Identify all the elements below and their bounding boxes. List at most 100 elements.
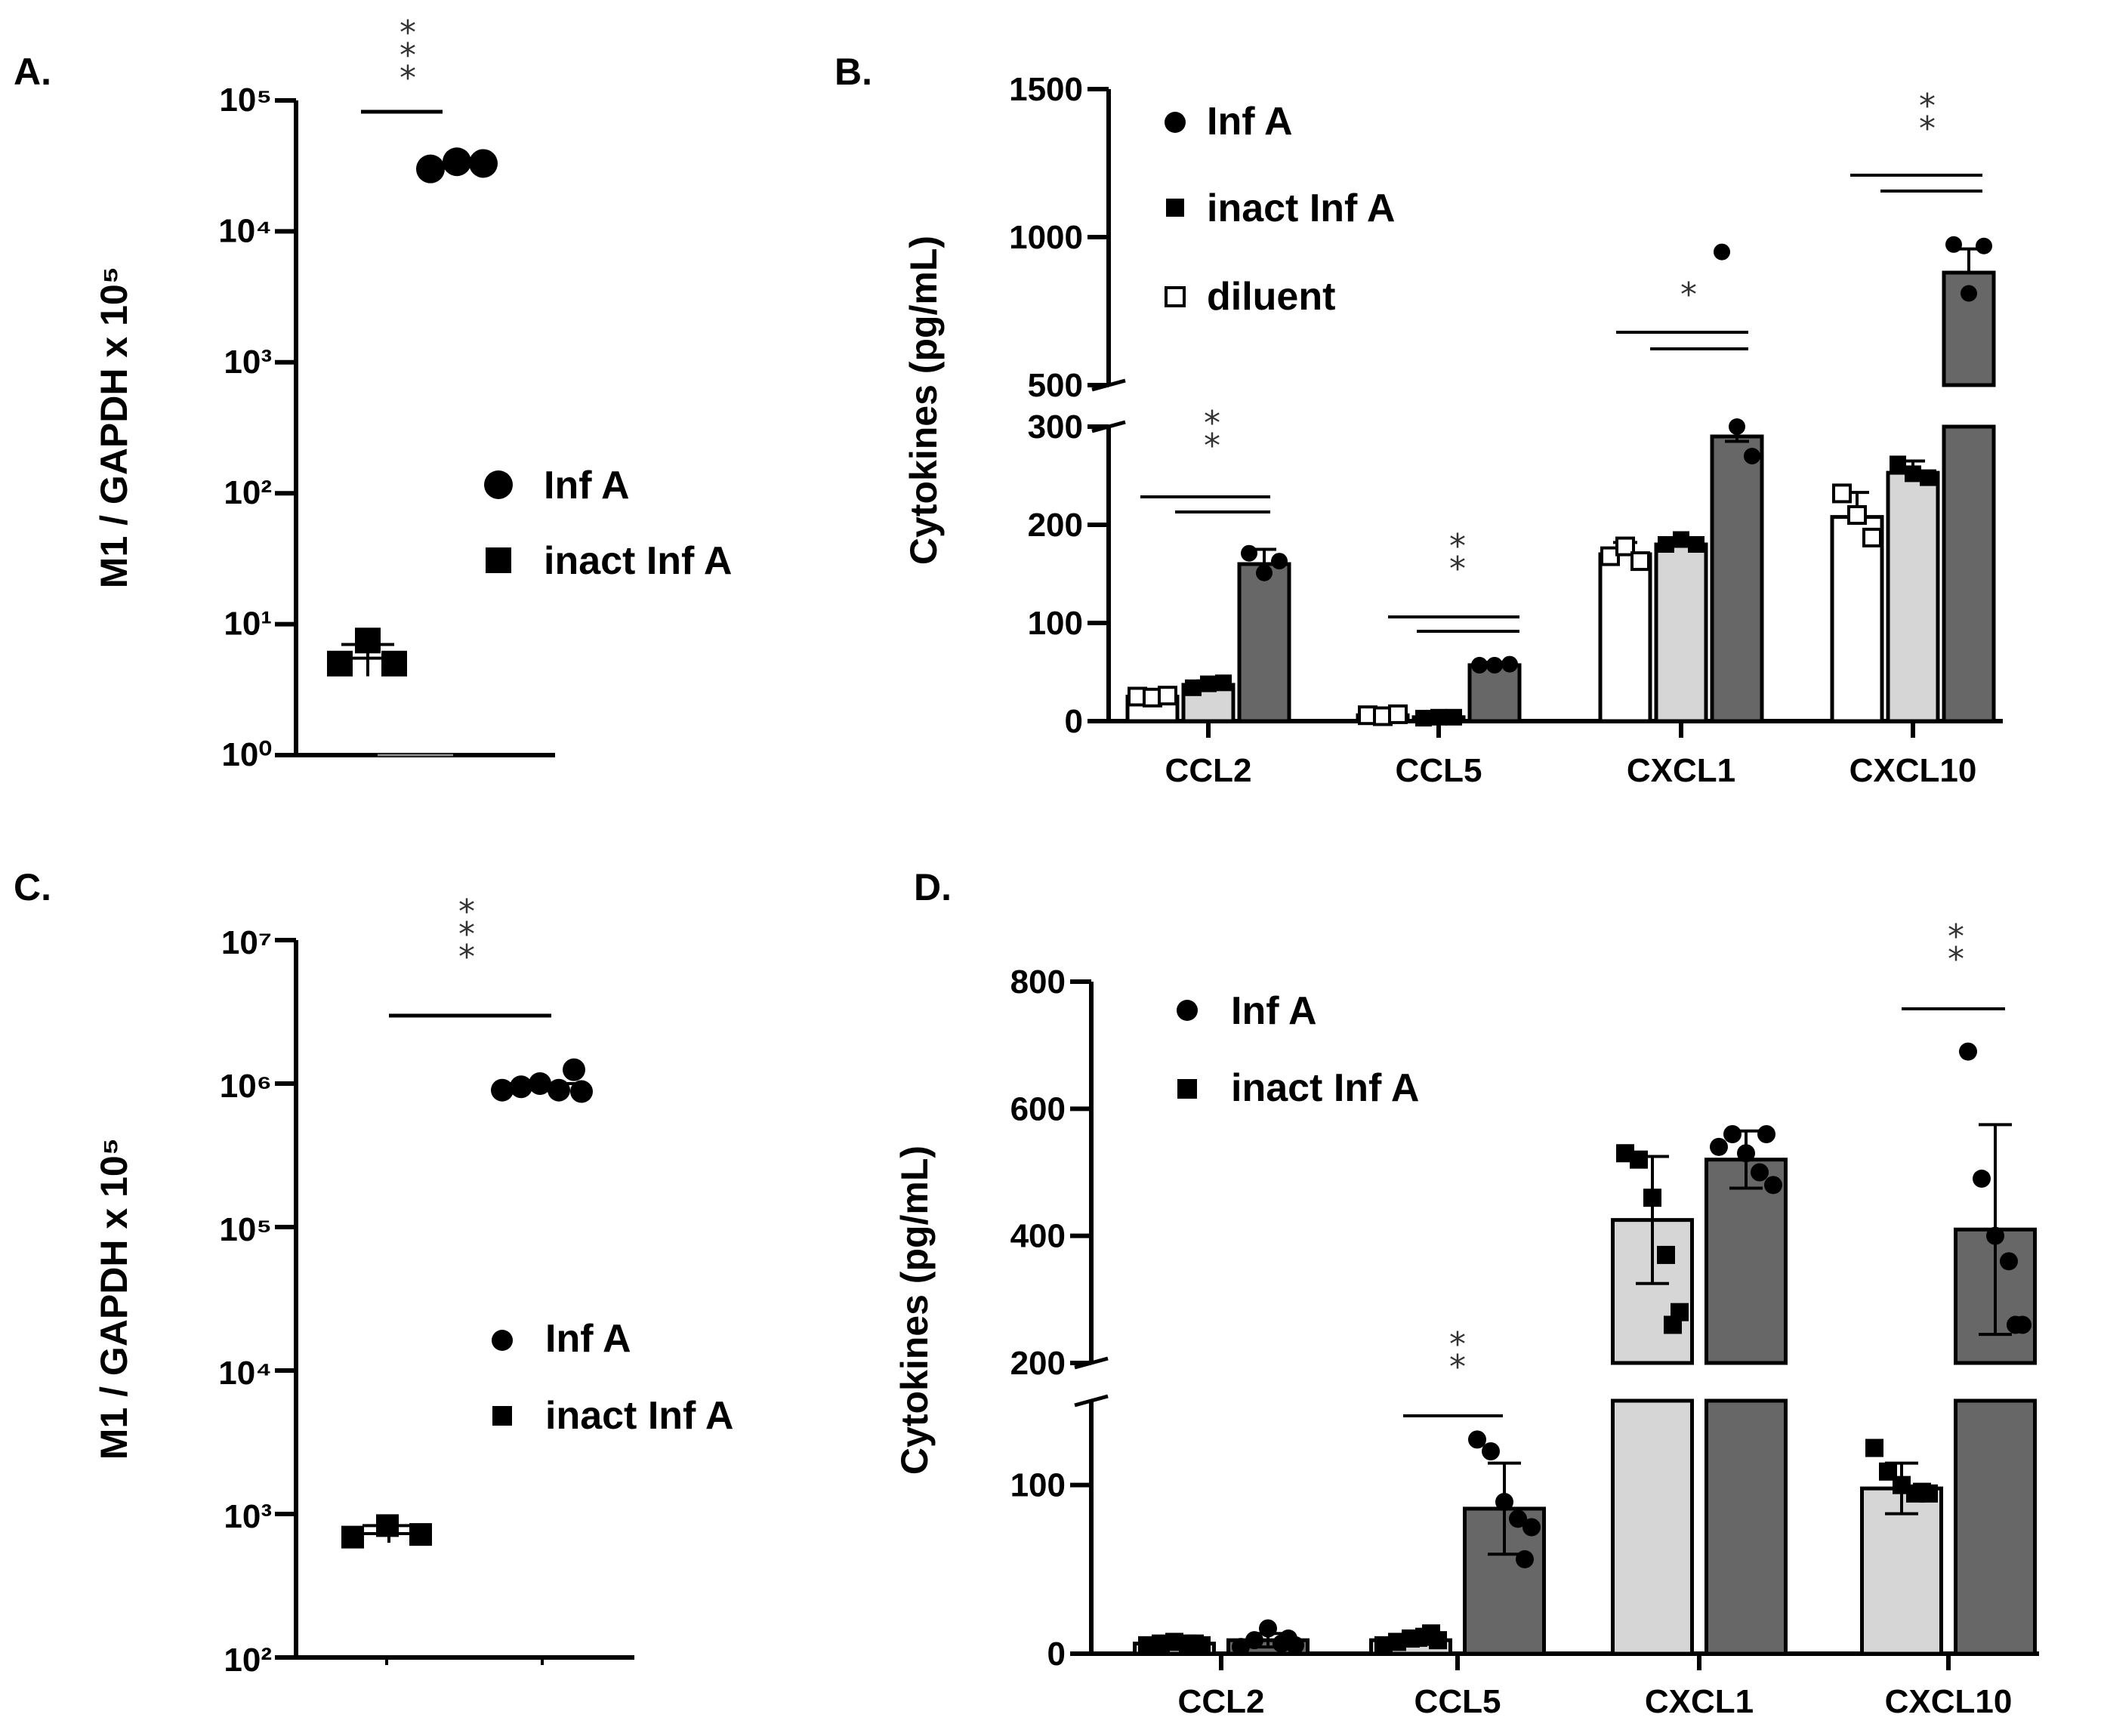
panel-d-y-tick-label: 600	[1010, 1090, 1066, 1127]
panel-d-y-tick-label: 0	[1047, 1636, 1066, 1673]
panel-b-point	[1744, 448, 1760, 464]
panel-c-significance-star: *	[458, 893, 475, 931]
panel-c-point-inf-a	[563, 1058, 585, 1081]
panel-b-point	[1158, 686, 1177, 706]
panel-b-point	[1847, 505, 1867, 525]
panel-c-point-inact-inf-a	[341, 1525, 364, 1549]
panel-c-point-inf-a	[570, 1080, 593, 1103]
panel-b-legend-label-inact-inf-a: inact Inf A	[1207, 187, 1395, 230]
panel-d-legend-label-inf-a: Inf A	[1231, 989, 1317, 1033]
panel-b-point	[1714, 243, 1730, 261]
panel-d-legend-marker-inf-a	[1177, 1000, 1198, 1021]
panel-d-point	[1516, 1549, 1534, 1568]
panel-b-significance-star: *	[1449, 550, 1466, 588]
panel-b-bar	[1237, 562, 1291, 723]
panel-d-category-label: CCL2	[1178, 1683, 1265, 1720]
panel-b-significance-star: *	[1919, 109, 1936, 148]
panel-d-point	[1245, 1631, 1263, 1650]
panel-d-point	[1757, 1125, 1775, 1143]
panel-c-y-axis-title: M1 / GAPDH x 10⁵	[93, 1138, 135, 1460]
panel-a-y-tick-label: 10¹	[224, 606, 272, 643]
panel-b-category-label: CCL2	[1165, 752, 1252, 789]
panel-b-significance-star: *	[1449, 527, 1466, 566]
panel-a-point-inf-a	[443, 147, 471, 177]
panel-b-category-label: CXCL10	[1849, 752, 1977, 789]
panel-b-point	[1688, 536, 1704, 553]
panel-b-significance-star: *	[1204, 404, 1220, 442]
panel-b-category-label: CCL5	[1396, 752, 1482, 789]
panel-b-legend-label-diluent: diluent	[1207, 275, 1335, 319]
panel-a-y-tick-label: 10³	[224, 344, 272, 381]
panel-d-point	[1865, 1438, 1883, 1457]
panel-d-point	[1737, 1144, 1755, 1163]
panel-d-significance-star: *	[1449, 1325, 1466, 1364]
panel-d-significance-star: *	[1948, 917, 1964, 956]
panel-b-significance-star: *	[1919, 87, 1936, 125]
panel-b-y-tick-label: 100	[1028, 605, 1083, 642]
panel-d-bar	[1704, 1398, 1788, 1656]
panel-b-point	[1905, 465, 1921, 483]
panel-b-point	[1200, 675, 1217, 692]
panel-d-y-tick-label: 100	[1010, 1467, 1066, 1504]
panel-d-axis-break-mark	[1074, 1394, 1109, 1408]
panel-a-y-tick-label: 10²	[224, 474, 272, 511]
panel-b-point	[1430, 708, 1447, 726]
panel-a-point-inf-a	[416, 154, 445, 183]
panel-a-point-inf-a	[469, 149, 498, 178]
panel-b-point	[1501, 655, 1518, 673]
panel-d-point	[1710, 1137, 1728, 1156]
panel-b-bar	[1710, 434, 1764, 723]
panel-b-point	[1673, 531, 1689, 548]
panel-c-significance-star: *	[458, 915, 475, 954]
panel-a-legend-marker-inact-inf-a	[486, 547, 511, 573]
panel-c-y-tick-label: 10⁶	[220, 1068, 272, 1105]
panel-d-y-tick-label: 200	[1010, 1345, 1066, 1382]
panel-b-y-tick-label: 300	[1028, 409, 1083, 446]
panel-a-y-tick-label: 10⁵	[219, 82, 272, 119]
panel-d-point	[1657, 1245, 1675, 1264]
panel-b-significance-star: *	[1680, 276, 1697, 314]
panel-d-point	[1259, 1619, 1277, 1638]
panel-d-significance-star: *	[1948, 940, 1964, 979]
panel-b-bar	[1654, 542, 1708, 723]
panel-d-point	[1522, 1518, 1541, 1537]
panel-d-point	[1468, 1430, 1486, 1449]
panel-b-point	[1486, 656, 1503, 674]
panel-d-legend-label-inact-inf-a: inact Inf A	[1231, 1066, 1419, 1110]
panel-c-point-inf-a	[548, 1078, 570, 1102]
panel-a-legend-label-inf-a: Inf A	[544, 464, 630, 507]
panel-b-y-tick-label: 1000	[1009, 219, 1083, 256]
panel-a-letter: A.	[14, 51, 51, 93]
panel-c-legend-marker-inact-inf-a	[492, 1406, 512, 1426]
panel-c-letter: C.	[14, 866, 51, 908]
panel-b-point	[1256, 564, 1273, 581]
panel-a-significance-star: *	[400, 14, 416, 52]
panel-d-point	[1986, 1226, 2004, 1245]
panel-d-point	[1764, 1176, 1782, 1195]
panel-b-point	[1471, 656, 1488, 674]
panel-b-point	[1415, 710, 1432, 727]
panel-c-point-inact-inf-a	[409, 1523, 432, 1546]
panel-b-point	[1976, 237, 1992, 254]
panel-c-legend-label-inact-inf-a: inact Inf A	[545, 1394, 733, 1438]
panel-d-point	[2007, 1315, 2025, 1334]
panel-b-point	[1445, 708, 1462, 726]
panel-d-point	[1630, 1150, 1648, 1169]
panel-d-point	[1913, 1482, 1931, 1501]
panel-c-y-tick-label: 10⁷	[221, 924, 272, 961]
panel-b-legend-marker-diluent	[1165, 286, 1186, 307]
panel-d-point	[2000, 1252, 2018, 1271]
panel-c-legend-label-inf-a: Inf A	[545, 1317, 631, 1361]
panel-c-y-tick-label: 10³	[224, 1498, 272, 1535]
panel-d-point	[1279, 1629, 1297, 1648]
panel-d-point	[1664, 1315, 1682, 1334]
panel-a-y-tick-label: 10⁴	[218, 212, 272, 249]
panel-b-point	[1832, 483, 1852, 504]
panel-b-bar	[1886, 470, 1940, 723]
panel-b-bar	[1830, 515, 1884, 723]
panel-d-point	[1186, 1634, 1204, 1653]
panel-c-y-tick-label: 10⁴	[218, 1355, 272, 1392]
panel-a-legend-marker-inf-a	[484, 470, 513, 499]
panel-d-significance-star: *	[1449, 1348, 1466, 1386]
